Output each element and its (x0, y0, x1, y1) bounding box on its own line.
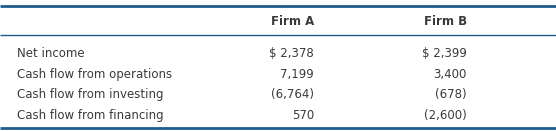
Text: $ 2,399: $ 2,399 (422, 47, 467, 60)
Text: Cash flow from operations: Cash flow from operations (17, 67, 172, 81)
Text: Cash flow from investing: Cash flow from investing (17, 88, 163, 101)
Text: Firm A: Firm A (271, 15, 314, 28)
Text: 3,400: 3,400 (434, 67, 467, 81)
Text: $ 2,378: $ 2,378 (270, 47, 314, 60)
Text: Cash flow from financing: Cash flow from financing (17, 109, 163, 122)
Text: Firm B: Firm B (424, 15, 467, 28)
Text: Net income: Net income (17, 47, 85, 60)
Text: (678): (678) (435, 88, 467, 101)
Text: (2,600): (2,600) (424, 109, 467, 122)
Text: 570: 570 (292, 109, 314, 122)
Text: 7,199: 7,199 (280, 67, 314, 81)
Text: (6,764): (6,764) (271, 88, 314, 101)
